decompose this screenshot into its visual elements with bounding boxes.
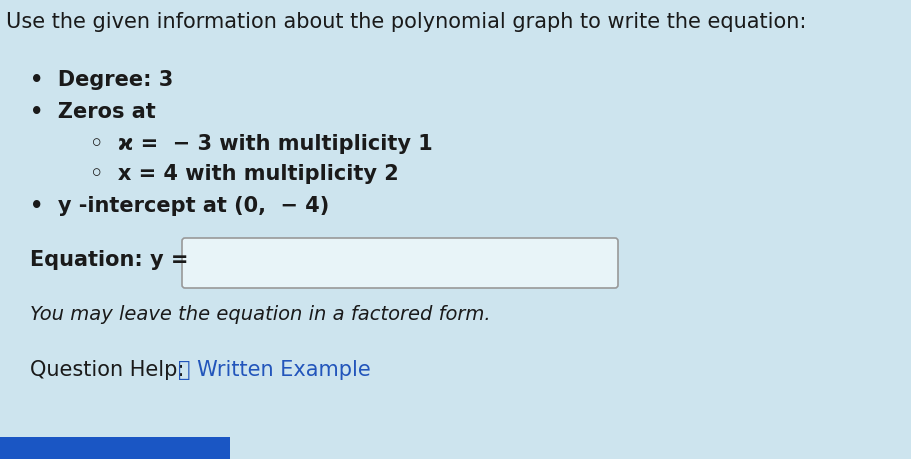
FancyBboxPatch shape: [0, 437, 230, 459]
Text: •  Degree: 3: • Degree: 3: [30, 70, 173, 90]
Text: Use the given information about the polynomial graph to write the equation:: Use the given information about the poly…: [6, 12, 806, 32]
Text: ◦  ϰ =  − 3 with multiplicity 1: ◦ ϰ = − 3 with multiplicity 1: [90, 134, 433, 154]
Text: 📄 Written Example: 📄 Written Example: [178, 359, 371, 379]
Text: Question Help:: Question Help:: [30, 359, 198, 379]
Text: •  Zeros at: • Zeros at: [30, 102, 156, 122]
Text: •  y -intercept at (0,  − 4): • y -intercept at (0, − 4): [30, 196, 329, 216]
FancyBboxPatch shape: [182, 239, 618, 288]
Text: You may leave the equation in a factored form.: You may leave the equation in a factored…: [30, 304, 491, 323]
Text: Equation: y =: Equation: y =: [30, 249, 196, 269]
Text: ◦  x = 4 with multiplicity 2: ◦ x = 4 with multiplicity 2: [90, 164, 399, 184]
